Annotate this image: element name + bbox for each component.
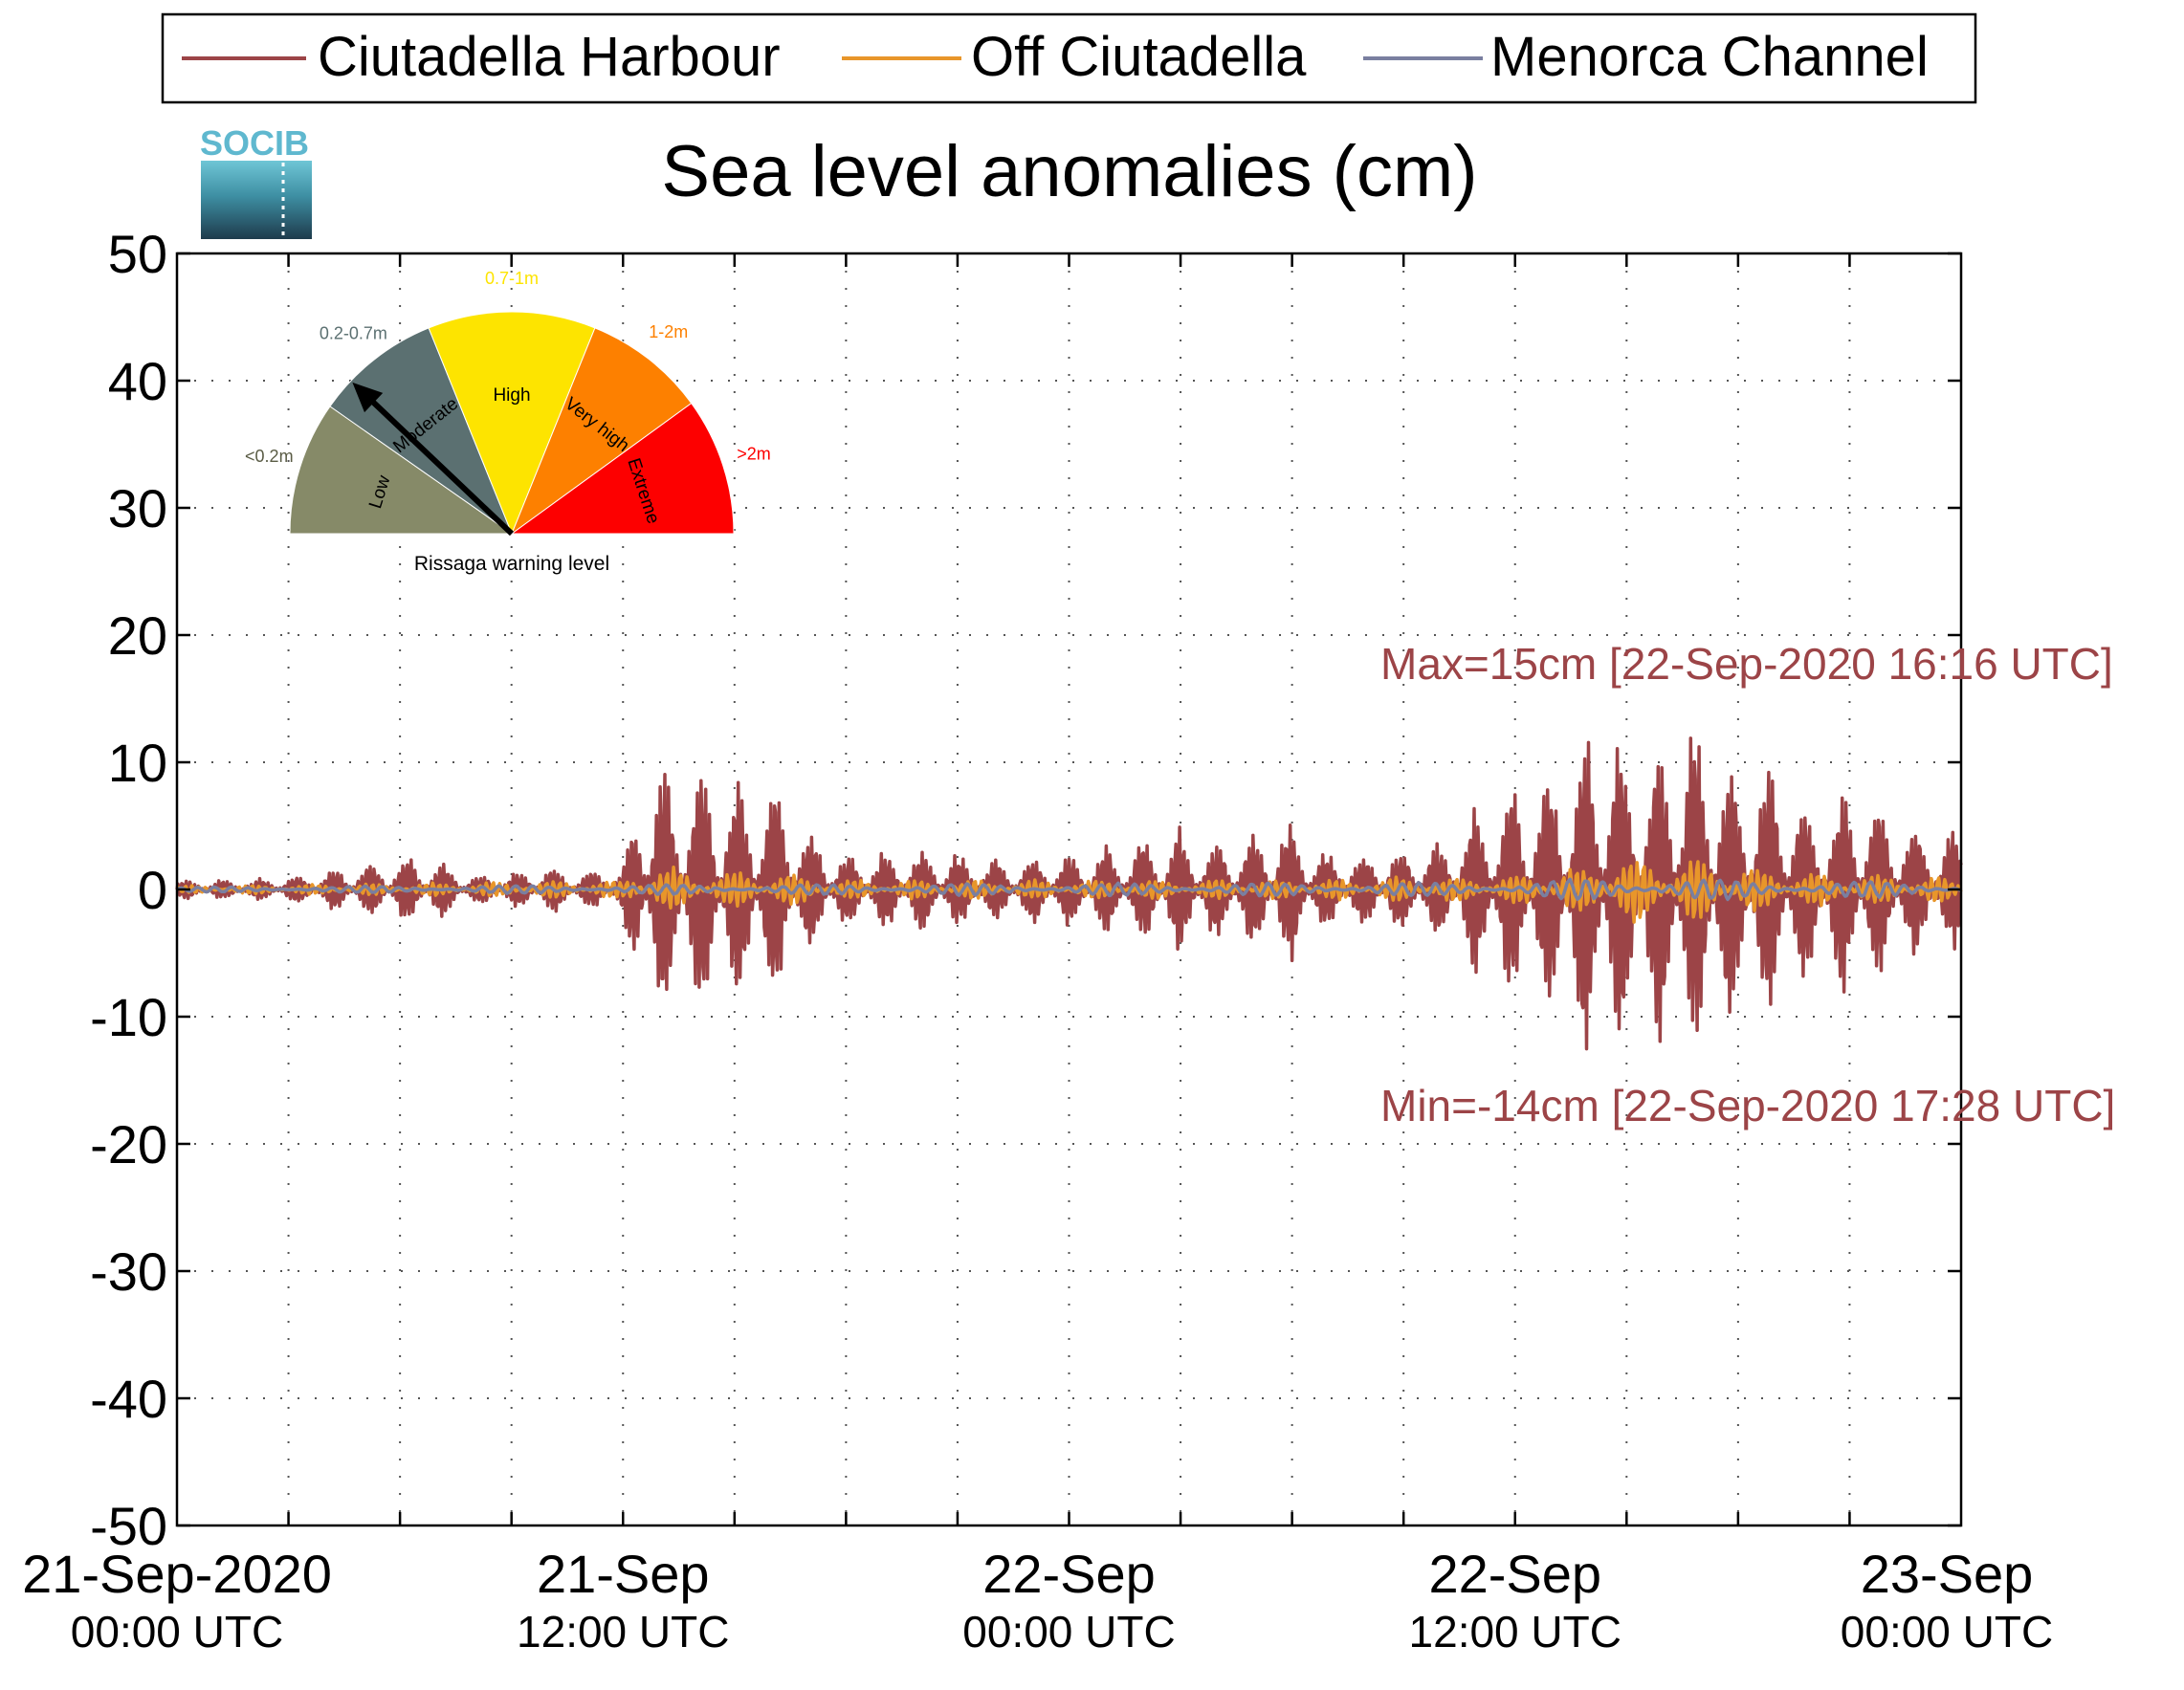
y-tick-label: 0 <box>138 860 167 920</box>
y-tick-label: 20 <box>108 605 167 666</box>
x-tick-label: 23-Sep <box>1861 1544 2034 1604</box>
y-tick-label: -30 <box>90 1241 167 1302</box>
y-tick-label: -50 <box>90 1496 167 1556</box>
y-tick-label: 30 <box>108 478 167 538</box>
socib-logo-text: SOCIB <box>200 123 309 163</box>
chart-title: Sea level anomalies (cm) <box>661 131 1477 212</box>
gauge-segment-high <box>428 311 596 536</box>
gauge-title: Rissaga warning level <box>414 553 609 575</box>
socib-logo-mark <box>201 161 312 239</box>
socib-logo: SOCIB <box>200 123 312 239</box>
gauge-pointer-head <box>352 382 384 413</box>
x-tick-label: 22-Sep <box>982 1544 1156 1604</box>
legend-label-ciutadella-harbour: Ciutadella Harbour <box>318 26 781 88</box>
min-annotation: Min=-14cm [22-Sep-2020 17:28 UTC] <box>1380 1081 2115 1130</box>
y-tick-label: 40 <box>108 351 167 411</box>
legend-label-off-ciutadella: Off Ciutadella <box>971 26 1307 88</box>
gauge-range-extreme: >2m <box>737 445 771 464</box>
y-tick-label: -20 <box>90 1114 167 1174</box>
x-tick-label-time: 00:00 UTC <box>962 1607 1175 1657</box>
x-tick-label-time: 00:00 UTC <box>1841 1607 2053 1657</box>
axis-ticks: -50-40-30-20-100102030405021-Sep-202000:… <box>22 224 2053 1657</box>
y-tick-label: -10 <box>90 987 167 1047</box>
gauge-segment-very-high <box>510 327 693 536</box>
gauge-range-moderate: 0.2-0.7m <box>320 324 387 343</box>
max-annotation: Max=15cm [22-Sep-2020 16:16 UTC] <box>1380 639 2113 689</box>
y-tick-label: 50 <box>108 224 167 284</box>
gauge-segment-extreme <box>510 402 735 535</box>
series-layer <box>175 736 1963 1051</box>
x-tick-label-time: 00:00 UTC <box>71 1607 283 1657</box>
x-tick-label-time: 12:00 UTC <box>1409 1607 1621 1657</box>
legend-frame <box>161 12 1977 104</box>
y-tick-label: 10 <box>108 733 167 793</box>
gauge-label-high: High <box>493 385 530 406</box>
x-tick-label: 21-Sep <box>537 1544 710 1604</box>
gauge-range-very-high: 1-2m <box>649 322 688 341</box>
y-tick-label: -40 <box>90 1369 167 1429</box>
legend: Ciutadella Harbour Off Ciutadella Menorc… <box>161 12 1977 104</box>
gauge-range-low: <0.2m <box>245 447 294 466</box>
x-tick-label: 22-Sep <box>1428 1544 1601 1604</box>
legend-label-menorca-channel: Menorca Channel <box>1490 26 1929 88</box>
gauge-segment-low <box>289 406 514 535</box>
series-line-ciutadella-harbour <box>175 736 1963 1051</box>
gauge-range-high: 0.7-1m <box>485 269 539 288</box>
x-tick-label: 21-Sep-2020 <box>22 1544 332 1604</box>
x-tick-label-time: 12:00 UTC <box>517 1607 729 1657</box>
series-line-menorca-channel <box>176 877 1962 902</box>
gauge-segment-moderate <box>329 327 514 536</box>
gauge-pointer <box>362 390 515 537</box>
